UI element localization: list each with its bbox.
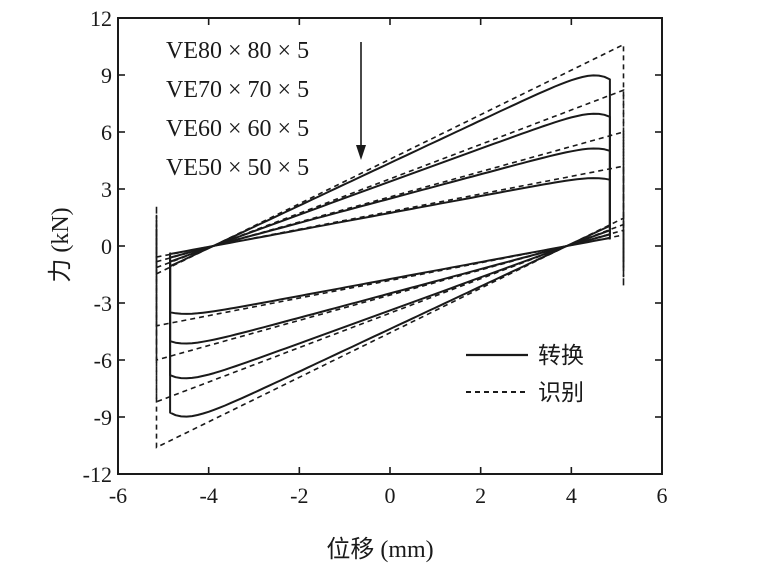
series-order-arrow xyxy=(356,42,366,160)
x-tick-label: 6 xyxy=(657,483,668,508)
legend-label-identified: 识别 xyxy=(538,380,584,406)
y-tick-label: -12 xyxy=(83,462,112,487)
x-tick-label: 4 xyxy=(566,483,577,508)
x-tick-label: 2 xyxy=(475,483,486,508)
y-tick-label: 3 xyxy=(101,177,112,202)
y-tick-label: 0 xyxy=(101,234,112,259)
loop-transformed-4 xyxy=(169,177,611,315)
loops-layer xyxy=(155,43,625,449)
x-tick-label: -2 xyxy=(290,483,308,508)
y-tick-label: -6 xyxy=(94,348,112,373)
y-tick-label: 9 xyxy=(101,63,112,88)
legend-label-transformed: 转换 xyxy=(538,343,584,369)
y-axis-label: 力 (kN) xyxy=(47,207,74,282)
series-label-1: VE80 × 80 × 5 xyxy=(166,38,309,64)
y-tick-label: -9 xyxy=(94,405,112,430)
series-label-3: VE60 × 60 × 5 xyxy=(166,116,309,142)
loop-identified-4 xyxy=(155,165,625,327)
series-label-2: VE70 × 70 × 5 xyxy=(166,77,309,103)
x-tick-label: 0 xyxy=(385,483,396,508)
x-tick-label: -4 xyxy=(200,483,218,508)
y-tick-label: -3 xyxy=(94,291,112,316)
y-tick-label: 12 xyxy=(90,6,112,31)
x-axis-label: 位移 (mm) xyxy=(326,536,433,563)
series-label-4: VE50 × 50 × 5 xyxy=(166,155,309,181)
y-tick-label: 6 xyxy=(101,120,112,145)
x-tick-label: -6 xyxy=(109,483,127,508)
ticks-layer: -6 -4 -2 0 2 4 6 -12 -9 -6 -3 0 3 6 9 12 xyxy=(83,6,668,508)
legend: 转换 识别 xyxy=(466,343,584,406)
